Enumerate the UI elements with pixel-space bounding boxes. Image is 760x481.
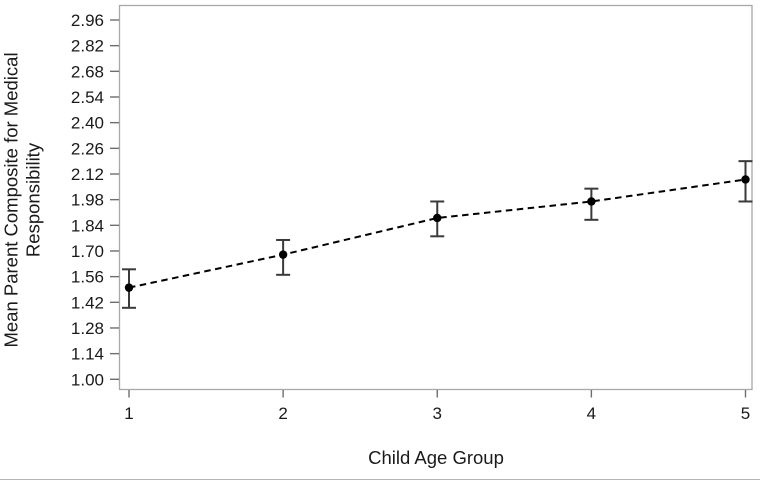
y-tick-label: 2.12 xyxy=(71,165,104,184)
y-axis-title-line-2: Responsibility xyxy=(23,142,44,257)
y-tick-label: 2.68 xyxy=(71,62,104,81)
y-tick-label: 2.54 xyxy=(71,88,104,107)
y-tick-label: 1.42 xyxy=(71,293,104,312)
data-point-marker xyxy=(124,283,134,292)
y-tick-label: 1.28 xyxy=(71,319,104,338)
x-axis-title: Child Age Group xyxy=(368,447,504,468)
y-tick-label: 2.82 xyxy=(71,37,104,56)
series-dashed-line xyxy=(128,178,746,289)
y-tick-label: 1.00 xyxy=(71,370,104,389)
y-tick-label: 1.14 xyxy=(71,345,104,364)
data-point-marker xyxy=(587,197,596,206)
y-tick-label: 2.96 xyxy=(71,11,104,30)
plot-frame-border xyxy=(118,4,753,391)
x-tick-label: 2 xyxy=(278,404,287,423)
data-point-marker xyxy=(278,250,288,259)
data-point-marker xyxy=(433,213,442,223)
x-tick-label: 4 xyxy=(587,404,596,423)
x-tick-label: 5 xyxy=(741,404,750,423)
data-series xyxy=(122,160,753,309)
x-tick-label: 1 xyxy=(124,404,133,423)
y-tick-label: 2.40 xyxy=(71,114,104,133)
y-axis-title-line-1: Mean Parent Composite for Medical xyxy=(1,52,22,347)
x-axis: 1 2 3 4 5 xyxy=(124,390,750,423)
y-tick-label: 1.70 xyxy=(71,242,104,261)
y-tick-label: 1.98 xyxy=(71,191,104,210)
plot-frame xyxy=(118,4,753,391)
y-axis: 1.00 1.14 1.28 1.42 1.56 1.70 1.84 1.98 2.12 2.26… xyxy=(71,11,119,389)
data-point-marker xyxy=(741,175,750,184)
y-tick-label: 1.84 xyxy=(71,216,104,235)
x-tick-label: 3 xyxy=(433,404,442,423)
y-tick-label: 2.26 xyxy=(71,139,104,158)
y-tick-label: 1.56 xyxy=(71,268,104,287)
